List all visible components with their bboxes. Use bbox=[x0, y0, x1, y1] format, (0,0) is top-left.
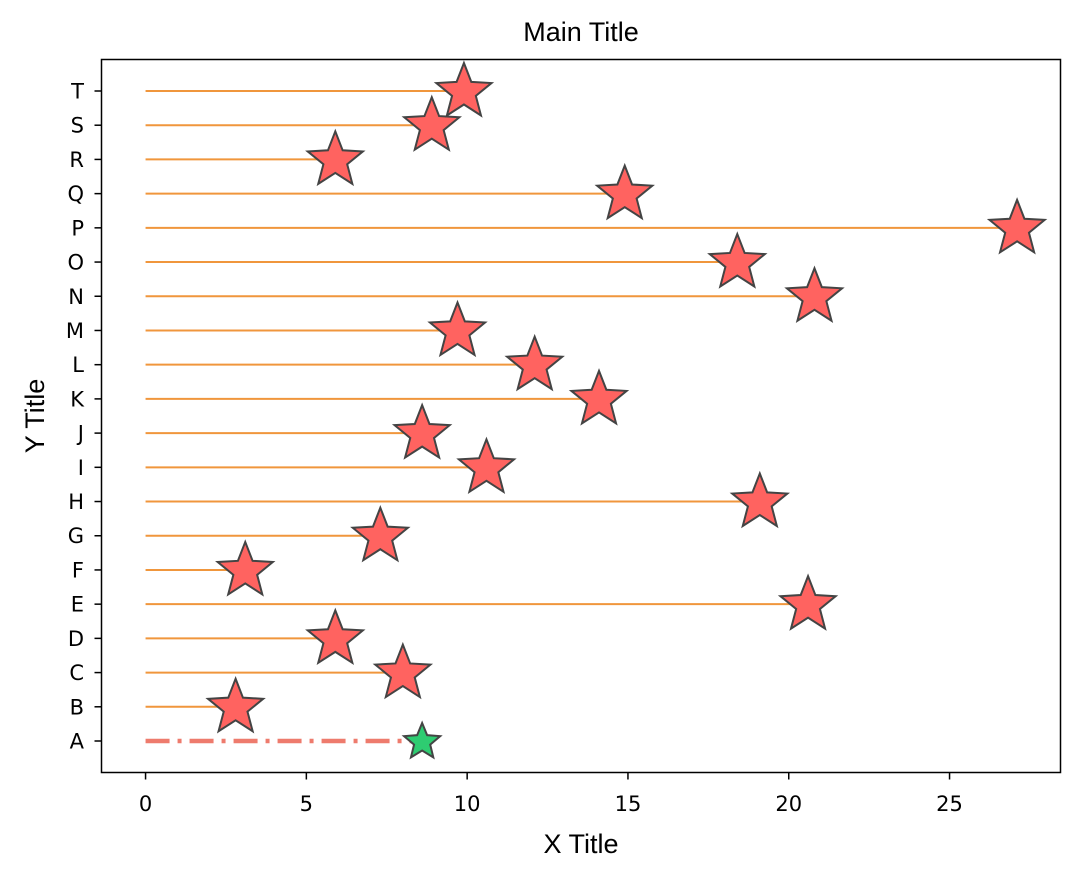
chart-title: Main Title bbox=[523, 17, 639, 47]
plot-area bbox=[145, 60, 1048, 760]
x-tick-label: 20 bbox=[775, 792, 802, 816]
y-tick-label: N bbox=[68, 285, 84, 309]
x-tick-label: 10 bbox=[454, 792, 481, 816]
y-tick-label: L bbox=[72, 353, 84, 377]
y-tick-label: G bbox=[68, 524, 84, 548]
x-tick-label: 5 bbox=[300, 792, 313, 816]
y-tick-label: Q bbox=[67, 182, 84, 206]
y-tick-label: C bbox=[69, 661, 84, 685]
star-marker bbox=[568, 368, 630, 426]
star-marker bbox=[504, 333, 565, 392]
star-marker bbox=[427, 299, 488, 358]
star-marker bbox=[456, 436, 517, 495]
y-tick-label: R bbox=[69, 148, 84, 172]
star-marker bbox=[707, 231, 768, 289]
y-tick-label: K bbox=[70, 387, 85, 411]
star-marker bbox=[372, 641, 434, 700]
y-tick-label: A bbox=[70, 730, 85, 754]
star-marker bbox=[391, 402, 453, 460]
y-tick-label: H bbox=[68, 490, 84, 514]
star-marker bbox=[777, 573, 839, 631]
star-marker bbox=[594, 162, 655, 221]
y-tick-label: I bbox=[78, 456, 84, 480]
star-marker bbox=[986, 197, 1048, 255]
y-tick-label: M bbox=[66, 319, 84, 343]
y-tick-label: J bbox=[76, 422, 84, 446]
y-tick-label: E bbox=[71, 593, 84, 617]
star-marker bbox=[729, 470, 791, 529]
x-tick-label: 15 bbox=[615, 792, 642, 816]
star-marker bbox=[433, 60, 495, 118]
y-tick-label: D bbox=[68, 627, 84, 651]
star-marker bbox=[215, 539, 276, 597]
star-marker bbox=[305, 128, 366, 187]
y-tick-label: T bbox=[70, 80, 84, 104]
y-tick-label: B bbox=[70, 695, 84, 719]
star-marker bbox=[401, 94, 462, 152]
star-marker bbox=[305, 607, 366, 666]
star-marker bbox=[784, 265, 845, 323]
star-marker bbox=[350, 504, 411, 563]
y-axis-title: Y Title bbox=[20, 379, 50, 454]
x-tick-label: 0 bbox=[139, 792, 152, 816]
x-axis-title: X Title bbox=[543, 829, 618, 859]
y-tick-label: F bbox=[72, 558, 84, 582]
y-tick-label: P bbox=[71, 216, 84, 240]
y-tick-label: S bbox=[71, 114, 84, 138]
x-tick-label: 25 bbox=[936, 792, 963, 816]
y-tick-label: O bbox=[67, 251, 84, 275]
highlight-star-marker bbox=[401, 720, 443, 760]
star-marker bbox=[205, 676, 266, 734]
plot-frame bbox=[100, 58, 1062, 774]
